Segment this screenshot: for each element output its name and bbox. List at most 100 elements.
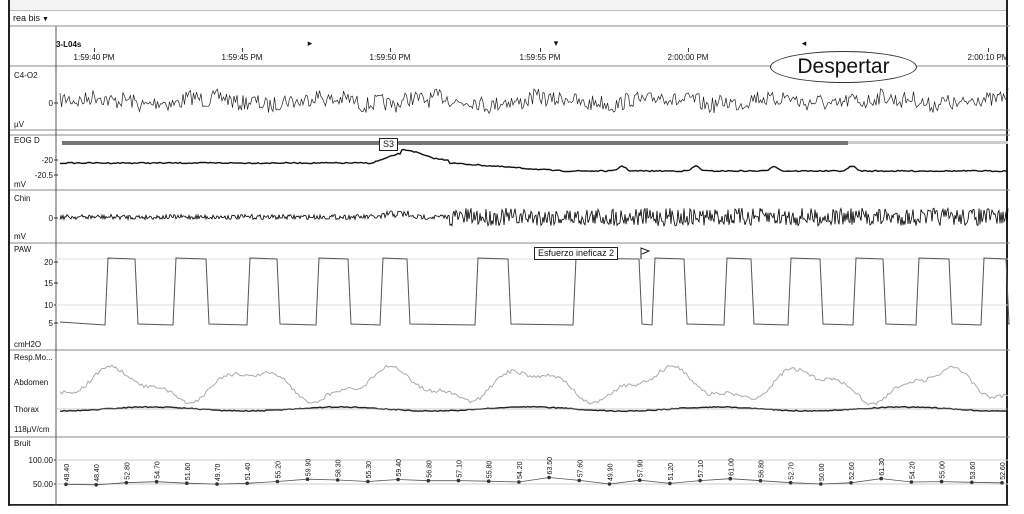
time-tick-label: 2:00:10 PM [967, 53, 1009, 62]
series-label-thorax: Thorax [14, 405, 39, 414]
bruit-data-label: 55.20 [275, 461, 282, 479]
epoch-marker-icon[interactable]: ▾ [553, 38, 559, 48]
eeg-trace [59, 88, 1009, 115]
time-tick-mark [540, 48, 541, 52]
time-tick-label: 1:59:45 PM [221, 53, 263, 62]
time-tick-mark [242, 48, 243, 52]
bruit-data-label: 58.30 [336, 459, 343, 477]
bruit-data-label: 51.20 [668, 463, 675, 481]
bruit-point [970, 480, 974, 485]
view-select[interactable]: rea bis ▼ [13, 12, 53, 25]
signal-plot: C4-O2 µV EOG D mV Chin mV PAW cmH2O Resp.Mo... 11… [10, 25, 1010, 506]
y-tick-label: 0 [49, 214, 54, 223]
channel-name-label: EOG D [14, 136, 40, 145]
chevron-down-icon: ▼ [42, 16, 49, 23]
y-tick-label: 0 [49, 99, 54, 108]
bruit-point [396, 477, 400, 482]
bruit-point [577, 478, 582, 483]
bruit-point [426, 478, 431, 483]
bruit-data-label: 59.40 [396, 459, 403, 477]
series-label-abdomen: Abdomen [14, 378, 48, 387]
bruit-point [698, 478, 702, 483]
bruit-point [547, 475, 551, 480]
bruit-point [607, 482, 612, 486]
bruit-data-label: 54.20 [909, 461, 916, 479]
bruit-point [366, 479, 370, 484]
bruit-data-label: 55.80 [487, 461, 494, 479]
bruit-point [819, 482, 823, 486]
channel-name-label: C4-O2 [14, 71, 38, 80]
bruit-trace [65, 477, 1003, 486]
bruit-data-label: 52.70 [789, 462, 796, 480]
bruit-point [909, 480, 914, 484]
bruit-data-label: 57.90 [638, 460, 645, 478]
bruit-data-label: 56.80 [426, 460, 433, 478]
y-tick-label: 20 [44, 258, 53, 267]
channel-unit-label: mV [14, 180, 27, 189]
channel-name-label: Bruit [14, 439, 31, 448]
bruit-point [788, 480, 793, 485]
eog-trace [59, 148, 1009, 173]
bruit-data-label: 48.40 [94, 464, 101, 482]
bruit-data-label: 52.60 [1000, 462, 1007, 480]
stage-bar-continuation [848, 141, 1008, 144]
time-tick-mark [688, 48, 689, 52]
bruit-data-label: 54.20 [517, 461, 524, 479]
epoch-marker-icon[interactable]: ◂ [801, 38, 807, 48]
bruit-point [637, 478, 642, 483]
bruit-point [1000, 481, 1004, 485]
bruit-point [94, 483, 98, 487]
time-tick-mark [390, 48, 391, 52]
y-tick-label: 100.00 [29, 456, 54, 465]
bruit-data-label: 57.10 [457, 460, 464, 478]
time-tick-label: 1:59:40 PM [73, 53, 115, 62]
time-tick-label: 2:00:00 PM [667, 53, 709, 62]
arousal-label[interactable]: Despertar [770, 51, 917, 83]
channel-unit-label: cmH2O [14, 340, 41, 349]
bruit-data-label: 52.80 [124, 462, 131, 480]
bruit-data-label: 49.90 [608, 463, 615, 481]
bruit-point [758, 478, 763, 483]
bruit-point [275, 479, 280, 484]
bruit-point [517, 480, 521, 484]
y-tick-label: -20.5 [35, 171, 54, 180]
epoch-label: 3-L04s [56, 40, 82, 49]
y-tick-label: 10 [44, 301, 53, 310]
effort-annotation[interactable]: Esfuerzo ineficaz 2 [534, 247, 619, 260]
polysomnography-window: rea bis ▼ C4-O2 µV EOG D mV Chin mV PAW cmH2O Res… [8, 0, 1010, 506]
bruit-point [668, 481, 672, 486]
time-tick-label: 1:59:50 PM [369, 53, 411, 62]
channel-name-label: Resp.Mo... [14, 353, 53, 362]
bruit-point [939, 479, 944, 484]
y-tick-label: 5 [49, 319, 54, 328]
bruit-data-label: 57.60 [577, 460, 584, 478]
toolbar [10, 0, 1006, 11]
channel-unit-label: 118µV/cm [14, 425, 50, 434]
bruit-data-label: 61.30 [879, 458, 886, 476]
y-tick-label: -20 [41, 156, 53, 165]
channel-unit-label: mV [14, 232, 27, 241]
bruit-point [124, 480, 129, 485]
flag-icon [640, 247, 651, 259]
bruit-data-label: 51.40 [245, 463, 252, 481]
bruit-data-label: 55.30 [366, 461, 373, 479]
channel-unit-label: µV [14, 120, 25, 129]
bruit-point [335, 478, 340, 482]
y-tick-label: 15 [44, 279, 53, 288]
bruit-point [486, 479, 491, 484]
stage-annotation[interactable]: S3 [379, 138, 399, 151]
bruit-point [456, 478, 461, 483]
bruit-data-label: 55.00 [940, 461, 947, 479]
epoch-marker-icon[interactable]: ▸ [307, 38, 313, 48]
y-tick-label: 50.00 [33, 480, 54, 489]
bruit-point [245, 481, 249, 486]
stage-bar [62, 141, 848, 145]
bruit-data-label: 59.90 [306, 459, 313, 477]
bruit-data-label: 49.70 [215, 463, 222, 481]
bruit-data-label: 49.40 [64, 464, 71, 482]
bruit-data-label: 57.10 [698, 460, 705, 478]
bruit-point [879, 476, 883, 481]
channel-name-label: Chin [14, 194, 30, 203]
bruit-data-label: 53.60 [970, 462, 977, 480]
time-tick-label: 1:59:55 PM [519, 53, 561, 62]
